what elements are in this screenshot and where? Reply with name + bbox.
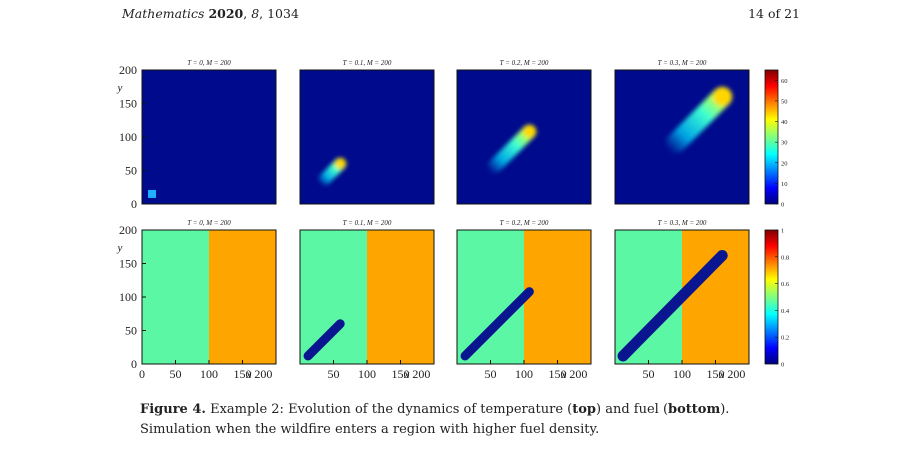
- panel-title: T = 0.3, M = 200: [658, 59, 707, 67]
- fuel-colorbar: [764, 229, 779, 365]
- colorbar-tick-label: 30: [781, 140, 788, 147]
- x-axis-label-end: 200: [727, 367, 745, 381]
- x-axis-label-end: 200: [569, 367, 587, 381]
- y-tick-label: 100: [119, 130, 137, 144]
- panel-title: T = 0, M = 200: [187, 219, 231, 227]
- y-tick-label: 50: [125, 324, 137, 338]
- panel-title: T = 0.3, M = 200: [658, 219, 707, 227]
- x-tick-label: 50: [170, 367, 182, 381]
- x-tick-label: 100: [673, 367, 691, 381]
- colorbar-tick-label: 0.4: [781, 308, 790, 315]
- caption-bold-bottom: bottom: [668, 402, 721, 417]
- x-tick-label: 150: [707, 367, 725, 381]
- colorbar-tick-label: 20: [781, 160, 788, 167]
- fire-plume: [665, 86, 733, 154]
- caption-text-3: ). Simulation when the wildfire enters a…: [140, 402, 730, 437]
- y-axis-label: y: [117, 82, 123, 94]
- colorbar-tick-label: 40: [781, 119, 788, 126]
- journal-volume: 8: [251, 6, 260, 21]
- burnt-track: [303, 319, 345, 361]
- caption-label: Figure 4.: [140, 402, 206, 417]
- fire-front: [335, 158, 346, 169]
- fuel-region-low: [615, 230, 682, 364]
- caption-text-1: Example 2: Evolution of the dynamics of …: [210, 402, 573, 417]
- plume-body: [487, 124, 537, 174]
- page-number: 14 of 21: [748, 6, 800, 21]
- caption-text-2: ) and fuel (: [596, 402, 669, 417]
- fire-front: [713, 87, 732, 106]
- panel-title: T = 0.2, M = 200: [500, 59, 549, 67]
- x-tick-label: 50: [328, 367, 340, 381]
- panel-title: T = 0.1, M = 200: [343, 219, 392, 227]
- fire-front: [523, 125, 536, 138]
- article-number: 1034: [267, 6, 299, 21]
- panel-title: T = 0, M = 200: [187, 59, 231, 67]
- journal-name: Mathematics: [122, 6, 205, 21]
- x-tick-label: 100: [515, 367, 533, 381]
- panel-frame: [299, 69, 435, 205]
- panel-frame: [614, 69, 750, 205]
- y-axis-label: y: [117, 242, 123, 254]
- fuel-region-high: [524, 230, 591, 364]
- x-axis-label-var: x: [560, 367, 567, 381]
- figure-caption: Figure 4. Example 2: Evolution of the dy…: [140, 400, 780, 440]
- x-axis-label-var: x: [718, 367, 725, 381]
- journal-year: 2020: [208, 6, 244, 21]
- colorbar-tick-label: 0: [781, 202, 784, 209]
- fuel-region-high: [682, 230, 749, 364]
- temperature-field: [142, 70, 276, 204]
- caption-bold-top: top: [572, 402, 596, 417]
- colorbar-tick-label: 10: [781, 181, 788, 188]
- x-axis-label-var: x: [245, 367, 252, 381]
- x-axis-label-end: 200: [254, 367, 272, 381]
- colorbar-tick-label: 60: [781, 78, 788, 85]
- panel-title: T = 0.1, M = 200: [343, 59, 392, 67]
- y-tick-label: 150: [119, 97, 137, 111]
- ignition-spot: [148, 189, 157, 198]
- fire-plume: [487, 124, 537, 174]
- x-tick-label: 150: [549, 367, 567, 381]
- panel-title: T = 0.2, M = 200: [500, 219, 549, 227]
- y-tick-label: 150: [119, 257, 137, 271]
- panel-frame: [456, 69, 592, 205]
- x-tick-label: 100: [200, 367, 218, 381]
- y-tick-label: 200: [119, 63, 137, 77]
- running-header: Mathematics 2020, 8, 1034: [122, 6, 299, 21]
- fuel-region-low: [300, 230, 367, 364]
- fire-plume: [318, 157, 347, 186]
- temperature-colorbar: [764, 69, 779, 205]
- x-tick-label: 150: [234, 367, 252, 381]
- burnt-track: [617, 249, 728, 362]
- x-tick-label: 50: [485, 367, 497, 381]
- colorbar-tick-label: 1: [781, 228, 784, 235]
- colorbar-tick-label: 50: [781, 98, 788, 105]
- x-tick-label: 150: [392, 367, 410, 381]
- colorbar-tick-label: 0.2: [781, 335, 789, 342]
- x-axis-label-end: 200: [412, 367, 430, 381]
- x-axis-label-var: x: [403, 367, 410, 381]
- colorbar-tick-label: 0.8: [781, 254, 789, 261]
- colorbar-tick-label: 0: [781, 362, 784, 369]
- x-axis-label: x 200: [560, 367, 587, 381]
- x-tick-label: 0: [139, 367, 145, 381]
- burnt-track: [460, 287, 534, 361]
- y-tick-label: 0: [131, 197, 137, 211]
- fuel-region-low: [142, 230, 209, 364]
- fuel-region-low: [457, 230, 524, 364]
- y-tick-label: 200: [119, 223, 137, 237]
- x-tick-label: 100: [358, 367, 376, 381]
- x-tick-label: 50: [643, 367, 655, 381]
- y-tick-label: 100: [119, 290, 137, 304]
- plume-body: [665, 86, 733, 154]
- fuel-region-high: [209, 230, 276, 364]
- x-axis-label: x 200: [718, 367, 745, 381]
- x-axis-label: x 200: [403, 367, 430, 381]
- y-tick-label: 50: [125, 164, 137, 178]
- fuel-region-high: [367, 230, 434, 364]
- colorbar-tick-label: 0.6: [781, 281, 790, 288]
- y-tick-label: 0: [131, 357, 137, 371]
- x-axis-label: x 200: [245, 367, 272, 381]
